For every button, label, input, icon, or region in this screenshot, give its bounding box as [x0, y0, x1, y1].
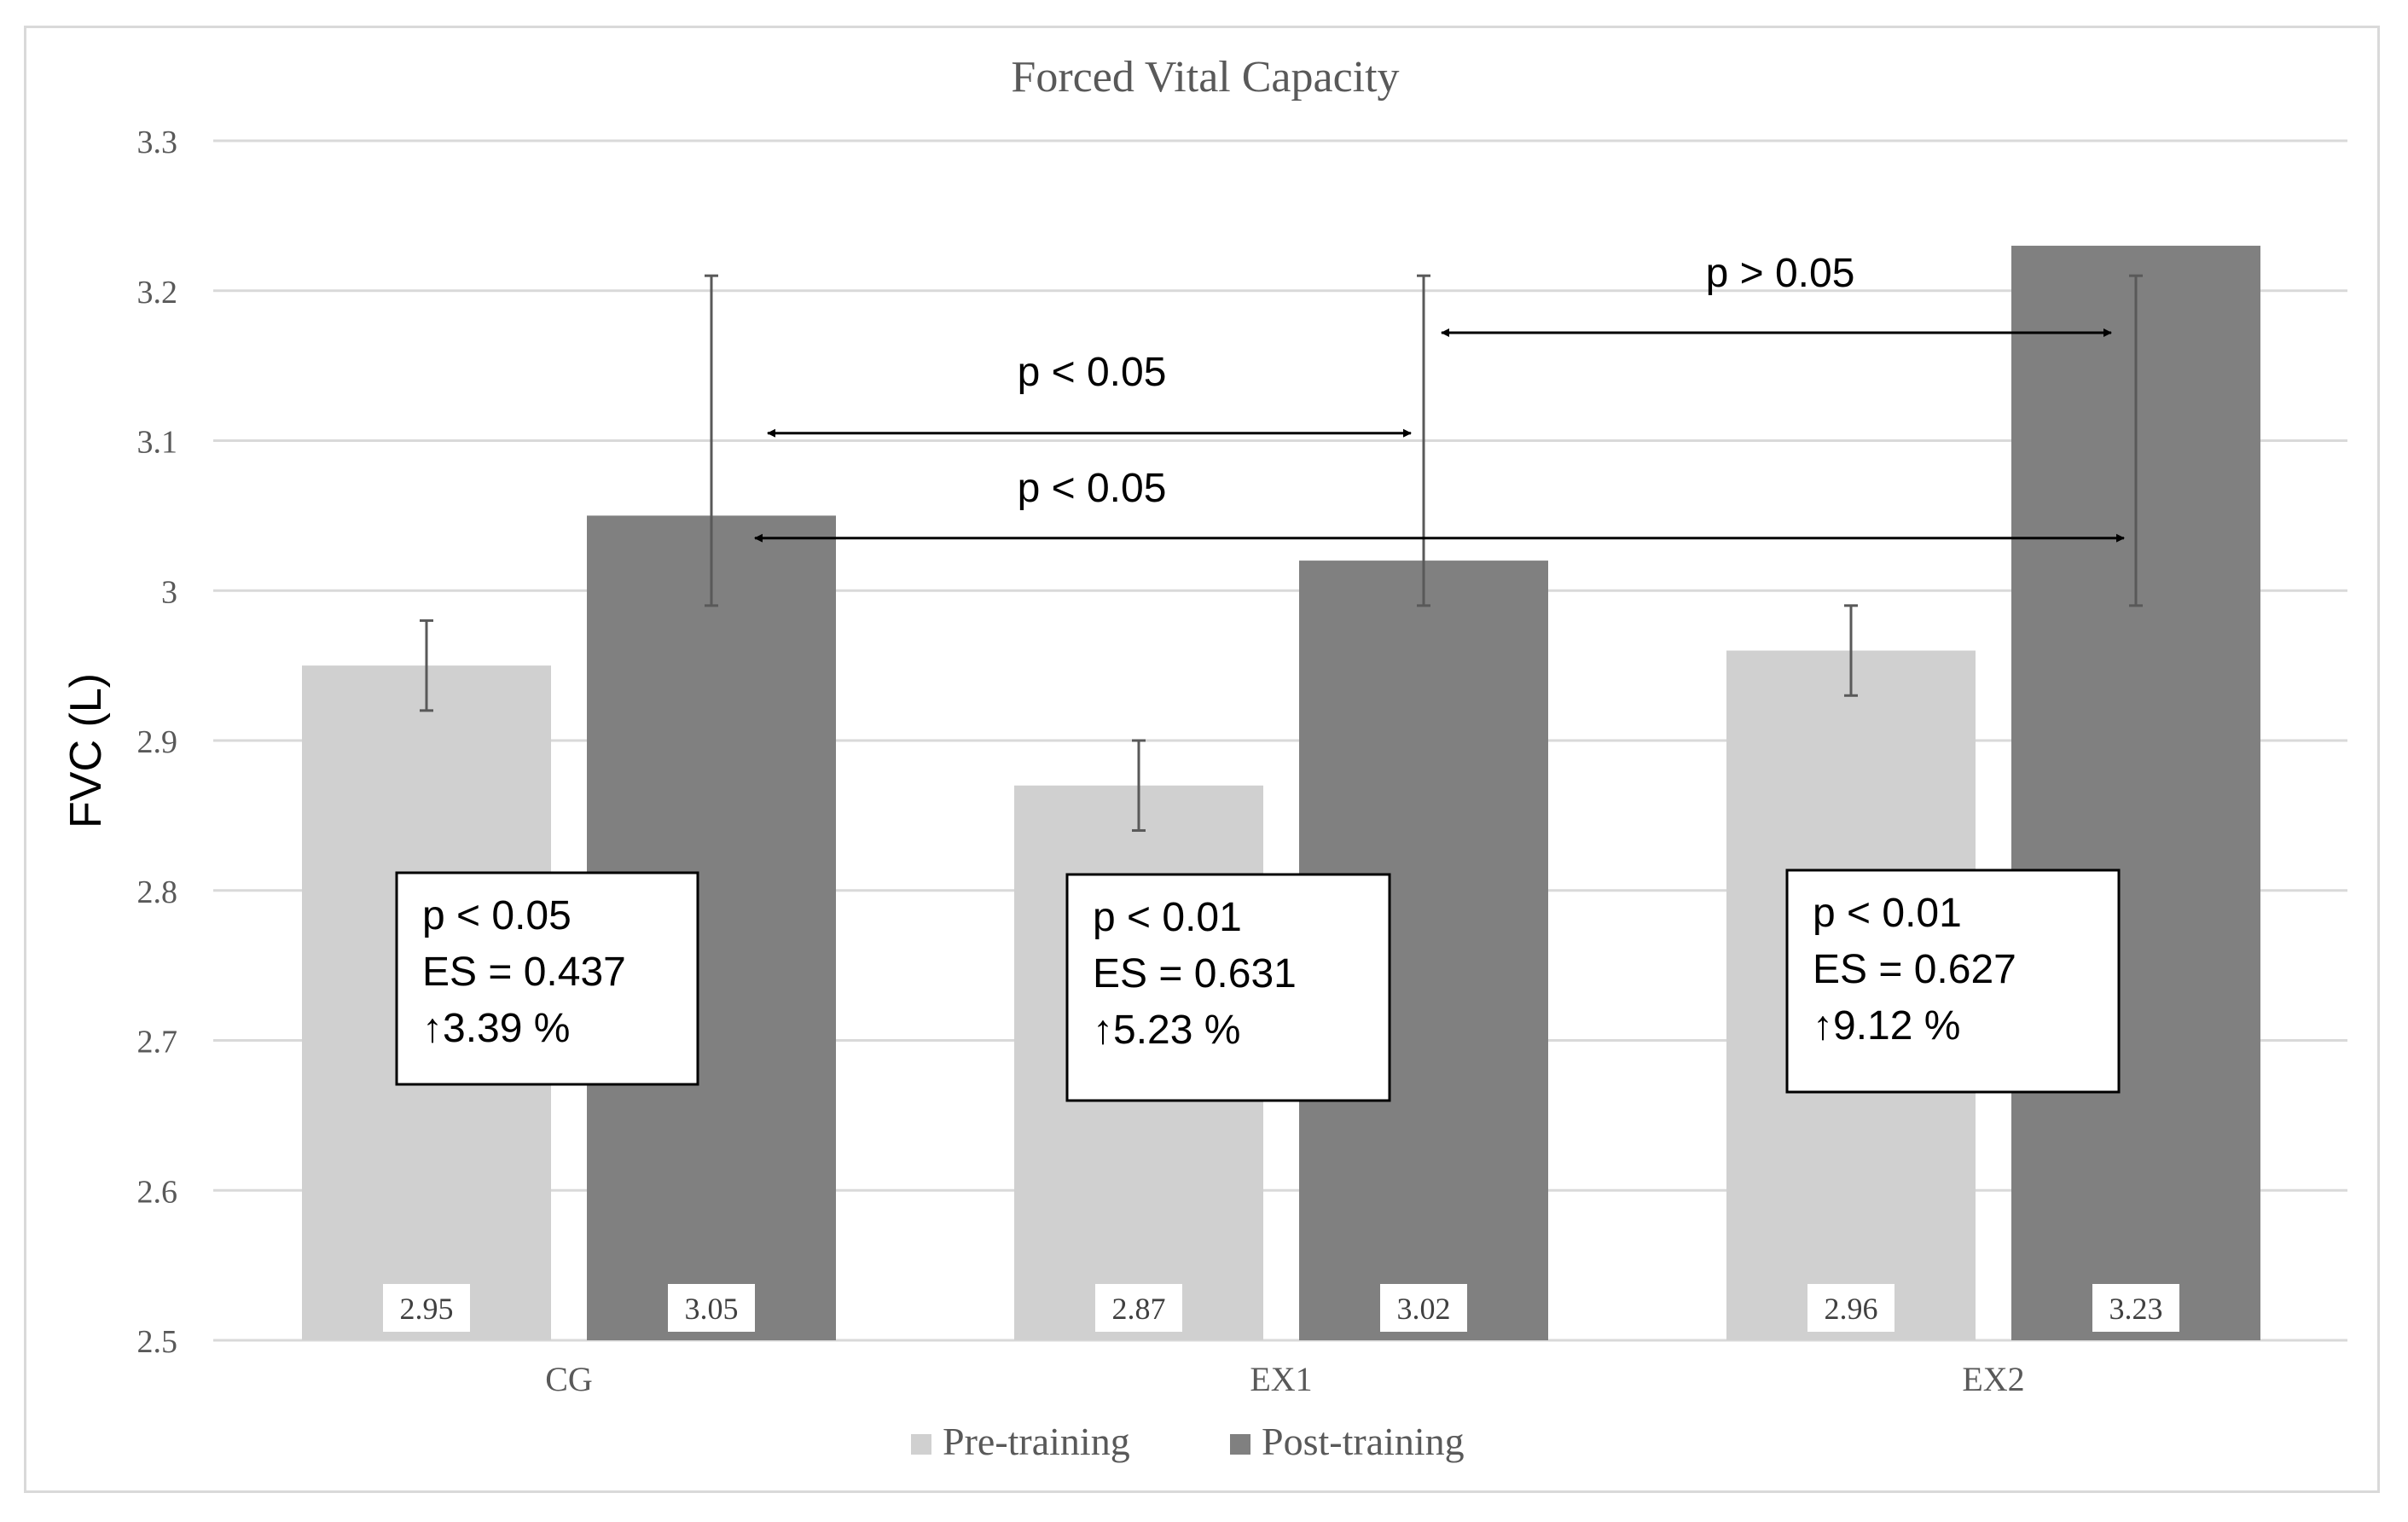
comparison-arrows: p < 0.05 p < 0.05 p > 0.05 — [754, 251, 2125, 543]
svg-text:3.05: 3.05 — [685, 1292, 739, 1326]
y-axis-ticks: 2.5 2.6 2.7 2.8 2.9 3 3.1 3.2 3.3 — [137, 125, 178, 1360]
x-tick-label-ex2: EX2 — [1962, 1360, 2024, 1398]
error-bar-post-training-cg — [705, 274, 718, 607]
stat-box-cg: p < 0.05 ES = 0.437 ↑3.39 % — [395, 871, 699, 1086]
y-axis-label: FVC (L) — [61, 673, 111, 828]
y-tick-label: 3.3 — [137, 125, 178, 160]
stat-boxes: p < 0.05 ES = 0.437 ↑3.39 % p < 0.01 ES = 0.… — [395, 868, 2121, 1102]
error-bar-pre-training-cg — [420, 619, 433, 712]
y-tick-label: 2.9 — [137, 724, 178, 760]
error-bar-post-training-ex1 — [1417, 274, 1430, 607]
chart-title: Forced Vital Capacity — [1011, 53, 1399, 102]
comparison-label: p < 0.05 — [1018, 350, 1167, 395]
comparison-label: p > 0.05 — [1706, 251, 1855, 296]
y-tick-label: 2.8 — [137, 874, 178, 910]
stat-box-line: ↑5.23 % — [1093, 1008, 1240, 1053]
stat-box-ex1: p < 0.01 ES = 0.631 ↑5.23 % — [1065, 873, 1391, 1102]
x-axis-ticks: CG EX1 EX2 — [545, 1360, 2024, 1398]
legend-label-pre-training: Pre-training — [943, 1420, 1130, 1463]
stat-box-line: ↑3.39 % — [422, 1006, 570, 1051]
comparison-cg-ex1: p < 0.05 — [767, 350, 1412, 438]
stat-box-line: p < 0.05 — [422, 893, 572, 938]
y-tick-label: 2.6 — [137, 1174, 178, 1210]
y-tick-label: 3 — [161, 574, 177, 610]
stat-box-line: ES = 0.627 — [1813, 947, 2016, 992]
x-tick-label-ex1: EX1 — [1250, 1360, 1312, 1398]
bars — [302, 246, 2260, 1340]
svg-text:3.23: 3.23 — [2109, 1292, 2163, 1326]
value-label: 3.23 — [2092, 1284, 2179, 1332]
x-tick-label-cg: CG — [545, 1360, 593, 1398]
y-tick-label: 2.5 — [137, 1324, 178, 1360]
value-label: 3.02 — [1380, 1284, 1467, 1332]
value-label: 2.95 — [383, 1284, 470, 1332]
stat-box-line: ↑9.12 % — [1813, 1003, 1960, 1049]
svg-text:3.02: 3.02 — [1397, 1292, 1451, 1326]
comparison-cg-ex2: p < 0.05 — [754, 466, 2125, 543]
gridlines — [213, 139, 2347, 1342]
stat-box-line: ES = 0.631 — [1093, 951, 1297, 996]
stat-box-line: p < 0.01 — [1093, 895, 1242, 940]
svg-text:2.96: 2.96 — [1825, 1292, 1878, 1326]
stat-box-line: p < 0.01 — [1813, 891, 1962, 936]
value-label: 2.96 — [1807, 1284, 1894, 1332]
y-tick-label: 3.1 — [137, 425, 178, 461]
stat-box-line: ES = 0.437 — [422, 950, 626, 995]
svg-text:2.95: 2.95 — [400, 1292, 454, 1326]
error-bar-pre-training-ex2 — [1844, 604, 1858, 697]
value-label: 3.05 — [668, 1284, 755, 1332]
legend-label-post-training: Post-training — [1262, 1420, 1465, 1463]
stat-box-ex2: p < 0.01 ES = 0.627 ↑9.12 % — [1785, 868, 2121, 1094]
value-labels: 2.95 2.87 2.96 3.05 3.02 3.23 — [383, 1284, 2179, 1332]
y-tick-label: 2.7 — [137, 1025, 178, 1060]
legend-swatch-post-training — [1230, 1434, 1250, 1455]
comparison-ex1-ex2: p > 0.05 — [1441, 251, 2112, 337]
comparison-label: p < 0.05 — [1018, 466, 1167, 511]
error-bar-post-training-ex2 — [2129, 274, 2143, 607]
svg-text:2.87: 2.87 — [1112, 1292, 1166, 1326]
legend: Pre-training Post-training — [911, 1420, 1465, 1463]
error-bars — [420, 274, 2143, 832]
error-bar-pre-training-ex1 — [1132, 739, 1146, 832]
value-label: 2.87 — [1095, 1284, 1182, 1332]
y-tick-label: 3.2 — [137, 275, 178, 311]
legend-swatch-pre-training — [911, 1434, 931, 1455]
